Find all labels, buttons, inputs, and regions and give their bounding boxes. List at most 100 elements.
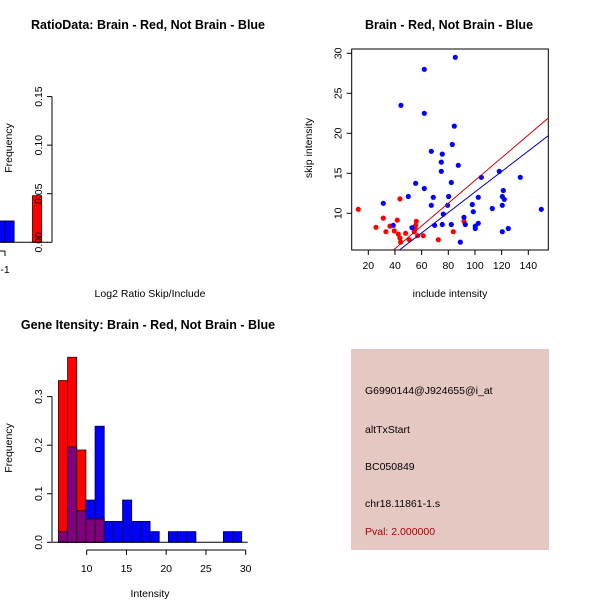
accession: BC050849 bbox=[365, 461, 415, 473]
x-tick-label: 30 bbox=[240, 563, 252, 575]
y-axis-label: Frequency bbox=[3, 122, 15, 172]
locus: chr18.11861-1.s bbox=[365, 498, 441, 510]
y-tick-label: 0.1 bbox=[33, 486, 45, 501]
point-not-brain bbox=[500, 187, 506, 194]
point-not-brain bbox=[446, 193, 452, 200]
point-not-brain bbox=[380, 200, 386, 206]
y-tick-label: 10 bbox=[333, 207, 345, 219]
bar-brain bbox=[57, 380, 68, 543]
probe-id: G6990144@J924655@i_at bbox=[365, 385, 493, 397]
point-not-brain bbox=[499, 229, 505, 235]
point-not-brain bbox=[421, 110, 427, 116]
point-not-brain bbox=[448, 179, 454, 186]
bar-not-brain bbox=[222, 531, 233, 543]
bar-not-brain bbox=[177, 531, 188, 543]
point-not-brain bbox=[538, 206, 544, 212]
fit-line-brain bbox=[392, 117, 549, 250]
x-tick-label: 100 bbox=[466, 260, 484, 272]
x-tick-label: 10 bbox=[81, 563, 93, 575]
x-tick-label: 80 bbox=[442, 260, 454, 272]
point-not-brain bbox=[505, 225, 511, 232]
x-tick-label: 20 bbox=[160, 563, 172, 575]
point-not-brain bbox=[451, 123, 457, 129]
point-not-brain bbox=[489, 205, 495, 212]
point-brain bbox=[397, 196, 403, 202]
point-brain bbox=[380, 215, 386, 221]
point-not-brain bbox=[438, 159, 444, 165]
event-type: altTxStart bbox=[365, 424, 410, 436]
bar-not-brain bbox=[131, 521, 142, 543]
point-brain bbox=[355, 206, 361, 212]
bar-overlap bbox=[94, 518, 105, 543]
point-not-brain bbox=[517, 174, 523, 180]
x-tick-label: 60 bbox=[416, 260, 428, 272]
bar-not-brain bbox=[186, 531, 197, 543]
chart-title: Gene Itensity: Brain - Red, Not Brain - … bbox=[21, 318, 275, 332]
point-brain bbox=[397, 235, 403, 241]
point-not-brain bbox=[461, 214, 467, 220]
point-not-brain bbox=[475, 194, 481, 200]
point-brain bbox=[391, 228, 397, 234]
y-tick-label: 25 bbox=[333, 87, 345, 99]
bar-not-brain bbox=[149, 531, 160, 543]
bar-not-brain bbox=[167, 531, 178, 543]
point-not-brain bbox=[470, 209, 476, 215]
x-axis-label: Log2 Ratio Skip/Include bbox=[95, 288, 206, 300]
point-not-brain bbox=[449, 141, 455, 148]
point-not-brain bbox=[405, 193, 411, 200]
point-not-brain bbox=[445, 202, 451, 208]
point-not-brain bbox=[438, 168, 444, 174]
bar-not-brain bbox=[0, 220, 6, 243]
plot-box bbox=[351, 48, 549, 251]
bar-not-brain bbox=[140, 521, 151, 543]
info-panel: G6990144@J924655@i_at altTxStart BC05084… bbox=[351, 349, 549, 550]
bar-not-brain bbox=[103, 521, 114, 543]
point-brain bbox=[383, 229, 389, 235]
y-tick-label: 0.10 bbox=[33, 135, 45, 156]
y-tick-label: 0.3 bbox=[33, 389, 45, 404]
point-brain bbox=[413, 222, 419, 228]
point-not-brain bbox=[398, 102, 404, 108]
y-tick-label: 15 bbox=[333, 167, 345, 179]
point-brain bbox=[450, 229, 456, 235]
point-brain bbox=[413, 218, 419, 224]
point-not-brain bbox=[448, 221, 454, 228]
chart-title: Brain - Red, Not Brain - Blue bbox=[365, 18, 533, 32]
point-not-brain bbox=[413, 180, 419, 186]
x-tick-label: 40 bbox=[389, 260, 401, 272]
y-tick-label: 0.2 bbox=[33, 438, 45, 453]
x-axis-label: include intensity bbox=[413, 288, 488, 300]
point-brain bbox=[394, 217, 400, 223]
point-not-brain bbox=[390, 222, 396, 228]
bar-overlap bbox=[57, 531, 68, 543]
point-not-brain bbox=[439, 221, 445, 228]
pval: Pval: 2.000000 bbox=[365, 526, 436, 538]
bar-not-brain bbox=[122, 499, 133, 543]
point-not-brain bbox=[475, 220, 481, 226]
bar-overlap bbox=[85, 518, 96, 543]
y-axis-label: skip intensity bbox=[303, 117, 315, 178]
point-brain bbox=[420, 233, 426, 239]
x-tick-label: 25 bbox=[200, 563, 212, 575]
point-not-brain bbox=[439, 151, 445, 157]
point-not-brain bbox=[428, 202, 434, 208]
y-tick-label: 0.15 bbox=[33, 86, 45, 107]
y-tick-label: 0.00 bbox=[33, 232, 45, 253]
bar-not-brain bbox=[4, 220, 15, 243]
y-tick-label: 0.0 bbox=[33, 535, 45, 550]
point-brain bbox=[403, 230, 409, 236]
bar-overlap bbox=[76, 510, 87, 543]
point-not-brain bbox=[457, 239, 463, 245]
point-brain bbox=[435, 237, 441, 243]
point-not-brain bbox=[421, 66, 427, 72]
point-not-brain bbox=[428, 148, 434, 154]
point-not-brain bbox=[455, 162, 461, 168]
y-tick-label: 20 bbox=[333, 127, 345, 139]
y-tick-label: 0.05 bbox=[33, 183, 45, 204]
x-tick-label: 140 bbox=[520, 260, 538, 272]
point-not-brain bbox=[409, 225, 415, 231]
point-not-brain bbox=[430, 194, 436, 200]
x-tick-label: -1 bbox=[0, 264, 9, 276]
